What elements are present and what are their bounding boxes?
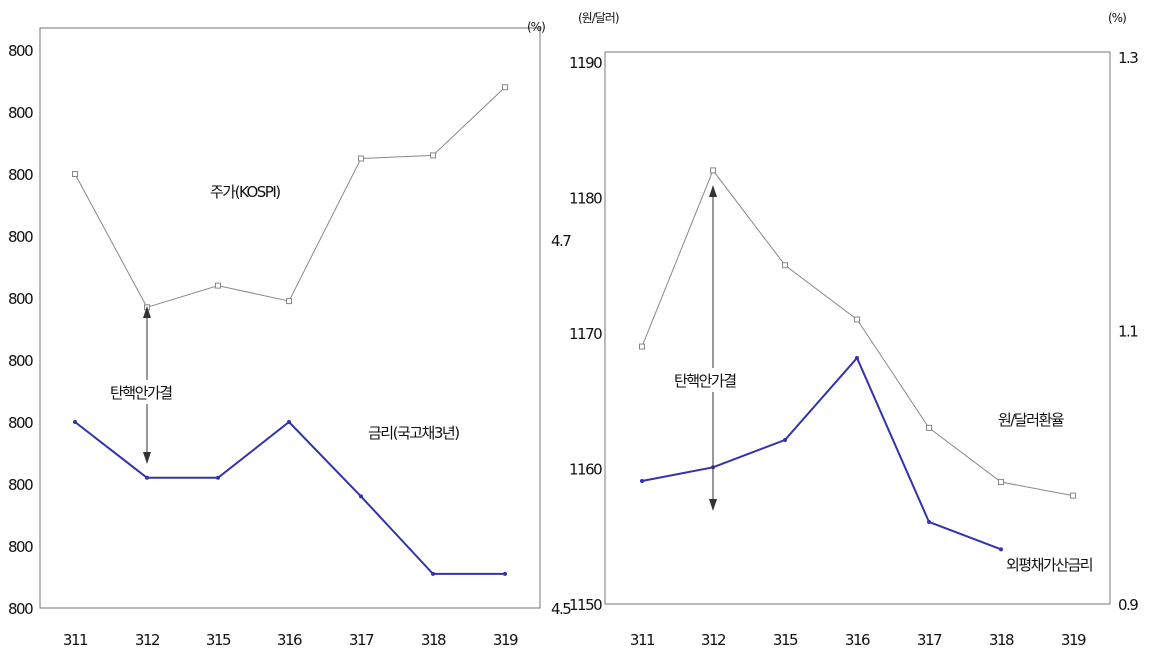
left-y-tick-label: 800 <box>8 414 33 432</box>
left-right-axis-unit: (%) <box>527 20 545 34</box>
left-data-point <box>502 84 508 91</box>
right-right-tick-label: 1.1 <box>1118 323 1138 341</box>
right-annotation: 탄핵안가결 <box>671 185 757 511</box>
left-y-tick-label: 800 <box>8 42 33 60</box>
right-annotation-label: 탄핵안가결 <box>674 372 736 390</box>
right-series-label-fx: 원/달러환율 <box>998 411 1064 429</box>
left-y-tick-label: 800 <box>8 600 33 618</box>
left-series-line <box>74 420 505 575</box>
left-right-tick-label: 4.7 <box>551 232 571 250</box>
right-series-line <box>641 356 1002 551</box>
right-series-label-spread: 외평채가산금리 <box>1006 556 1092 574</box>
right-x-tick-label: 311 <box>630 631 655 649</box>
left-data-point <box>431 571 435 576</box>
left-data-point <box>215 282 221 289</box>
right-data-point <box>998 479 1004 486</box>
left-x-tick-label: 317 <box>349 631 374 649</box>
right-data-point <box>854 316 860 323</box>
left-data-point <box>358 155 364 162</box>
right-data-point <box>639 343 645 350</box>
right-right-tick-label: 0.9 <box>1118 596 1138 614</box>
right-x-tick-label: 318 <box>989 631 1014 649</box>
left-data-point <box>286 298 292 305</box>
left-y-tick-label: 800 <box>8 104 33 122</box>
left-y-tick-label: 800 <box>8 476 33 494</box>
right-data-point <box>926 424 932 431</box>
right-right-tick-labels: 0.9 1.1 1.3 <box>1118 49 1140 614</box>
left-data-point <box>73 420 77 424</box>
right-data-point <box>783 437 787 442</box>
right-annotation-arrowhead-down <box>709 499 717 511</box>
left-right-tick-label: 4.5 <box>551 600 571 618</box>
right-x-tick-label: 315 <box>773 631 798 649</box>
left-data-point <box>359 494 363 499</box>
left-series-layer <box>72 84 508 576</box>
left-y-tick-label: 800 <box>8 228 33 246</box>
right-y-tick-label: 1170 <box>569 325 602 343</box>
right-right-tick-label: 1.3 <box>1118 49 1138 67</box>
left-annotation-arrowhead-down <box>143 452 151 464</box>
right-annotation-arrowhead-up <box>709 185 717 197</box>
left-x-tick-label: 311 <box>63 631 88 649</box>
right-chart-panel: (원/달러) (%) 1150 1160 1170 1180 1190 0.9 1.1 1.… <box>569 11 1140 649</box>
right-data-point <box>640 478 644 483</box>
left-x-tick-label: 318 <box>421 631 446 649</box>
left-annotation-label: 탄핵안가결 <box>110 384 172 402</box>
right-data-point <box>1070 492 1076 499</box>
left-data-point <box>145 475 149 480</box>
right-plot-frame <box>604 51 1111 605</box>
left-annotation-arrowhead-up <box>143 306 151 318</box>
left-data-point <box>216 475 220 480</box>
left-data-point <box>287 420 291 424</box>
left-x-tick-label: 315 <box>206 631 231 649</box>
right-x-tick-labels: 311 312 315 316 317 318 319 <box>630 631 1088 649</box>
left-data-point <box>430 152 436 159</box>
right-series-layer <box>639 167 1076 552</box>
right-series-line <box>641 169 1074 497</box>
right-x-tick-label: 319 <box>1061 631 1086 649</box>
left-plot-frame <box>39 27 541 609</box>
right-x-tick-label: 317 <box>917 631 942 649</box>
right-y-tick-label: 1150 <box>569 596 602 614</box>
right-data-point <box>855 355 859 360</box>
left-y-tick-label: 800 <box>8 166 33 184</box>
left-x-tick-label: 312 <box>135 631 160 649</box>
left-annotation-label-bg <box>107 380 193 404</box>
left-data-point <box>72 171 78 177</box>
left-x-tick-label: 319 <box>493 631 518 649</box>
right-x-tick-label: 312 <box>701 631 726 649</box>
right-data-point <box>710 167 716 174</box>
right-data-point <box>927 519 931 524</box>
right-data-point <box>999 547 1003 552</box>
left-data-point <box>503 571 507 576</box>
right-x-tick-label: 316 <box>845 631 870 649</box>
right-y-tick-label: 1190 <box>569 54 602 72</box>
left-x-tick-label: 316 <box>277 631 302 649</box>
right-data-point <box>782 262 788 269</box>
left-y-tick-labels: 800 800 800 800 800 800 800 800 800 800 <box>8 42 35 618</box>
left-series-label-rate: 금리(국고채3년) <box>368 424 459 442</box>
left-y-tick-label: 800 <box>8 538 33 556</box>
left-annotation: 탄핵안가결 <box>107 306 193 464</box>
left-series-line <box>74 86 506 308</box>
left-series-label-kospi: 주가(KOSPI) <box>210 183 280 201</box>
right-left-axis-unit: (원/달러) <box>578 11 619 25</box>
left-y-tick-label: 800 <box>8 290 33 308</box>
right-y-tick-label: 1180 <box>569 190 602 208</box>
right-right-axis-unit: (%) <box>1108 11 1126 25</box>
left-y-tick-label: 800 <box>8 352 33 370</box>
left-x-tick-labels: 311 312 315 316 317 318 319 <box>63 631 520 649</box>
right-annotation-label-bg <box>671 368 757 392</box>
left-right-tick-labels: 4.5 4.7 <box>551 232 573 618</box>
right-y-tick-label: 1160 <box>569 461 602 479</box>
right-y-tick-labels: 1150 1160 1170 1180 1190 <box>569 54 604 614</box>
